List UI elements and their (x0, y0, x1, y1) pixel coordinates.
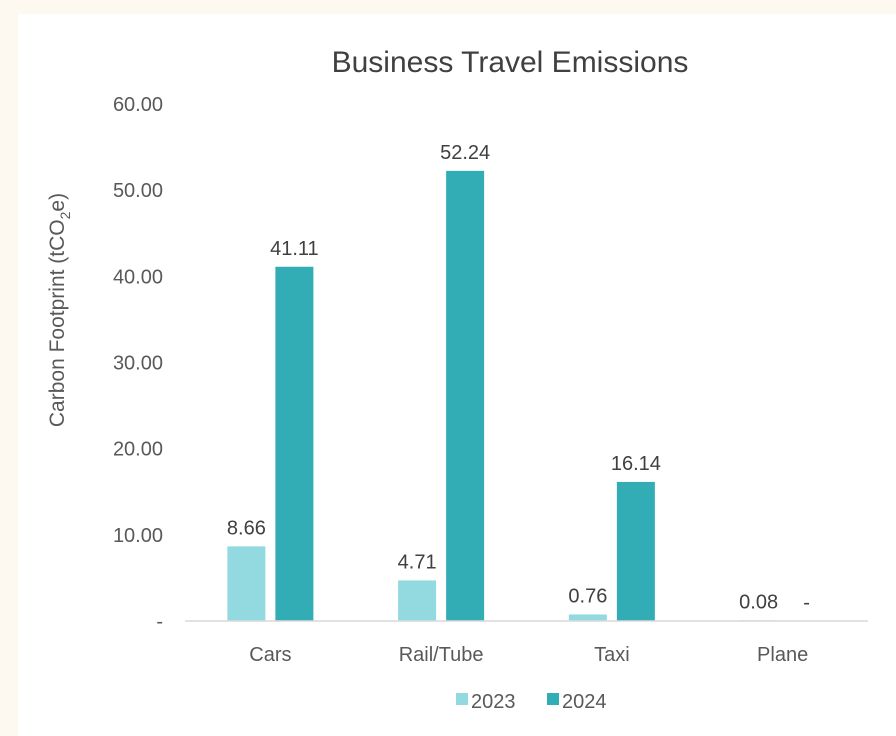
legend-label-2023: 2023 (471, 691, 516, 713)
data-label: 0.76 (568, 585, 607, 607)
data-label: 41.11 (270, 238, 319, 260)
legend: 2023 2024 (456, 691, 607, 713)
chart-title: Business Travel Emissions (332, 46, 689, 79)
x-category-label: Plane (757, 644, 808, 666)
bars (227, 170, 778, 621)
y-tick-label: 10.00 (113, 525, 163, 547)
y-tick-label: 50.00 (113, 180, 163, 202)
x-category-label: Rail/Tube (399, 644, 484, 666)
x-axis-categories: Cars Rail/Tube Taxi Plane (249, 644, 808, 666)
legend-swatch-2023 (456, 693, 468, 705)
y-axis-title-main: Carbon Footprint (tCO (46, 219, 69, 427)
y-tick-label: 20.00 (113, 439, 163, 461)
y-axis-ticks: - 10.00 20.00 30.00 40.00 50.00 60.00 (113, 94, 163, 633)
y-tick-label: 60.00 (113, 94, 163, 116)
x-category-label: Cars (249, 644, 291, 666)
y-axis-title-end: e) (46, 193, 69, 212)
data-label: 52.24 (440, 142, 490, 164)
y-axis-title-subscript: 2 (57, 211, 73, 219)
bar-2023 (398, 580, 437, 621)
bar-2024 (616, 481, 655, 621)
data-label: 16.14 (611, 453, 661, 475)
legend-swatch-2024 (547, 693, 559, 705)
data-label: 8.66 (227, 517, 266, 539)
x-category-label: Taxi (594, 644, 630, 666)
bar-2024 (275, 266, 314, 621)
data-label: - (803, 592, 810, 614)
bar-2023 (568, 614, 607, 621)
data-labels: 8.66 41.11 4.71 52.24 0.76 16.14 0.08 - (227, 142, 810, 614)
data-label: 0.08 (739, 591, 778, 613)
y-tick-label: - (156, 611, 163, 633)
y-axis-title: Carbon Footprint (tCO2e) (46, 193, 73, 427)
y-tick-label: 40.00 (113, 266, 163, 288)
data-label: 4.71 (398, 551, 437, 573)
bar-2024 (446, 170, 485, 621)
y-tick-label: 30.00 (113, 353, 163, 375)
legend-label-2024: 2024 (562, 691, 607, 713)
bar-2023 (227, 546, 266, 621)
